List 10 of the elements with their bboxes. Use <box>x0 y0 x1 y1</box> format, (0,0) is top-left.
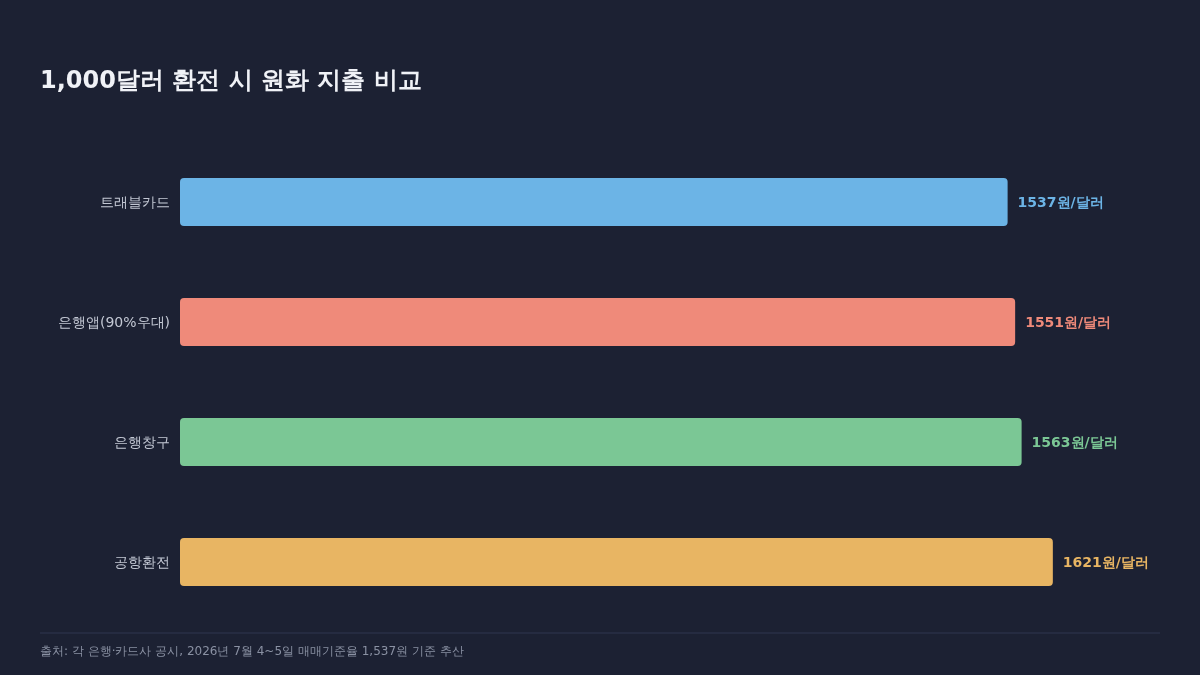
source-note: 출처: 각 은행·카드사 공시, 2026년 7월 4~5일 매매기준율 1,537원 기준 추산 <box>40 644 464 658</box>
y-tick-label: 트래블카드 <box>100 194 170 210</box>
y-tick-label: 은행앱(90%우대) <box>57 314 170 330</box>
data-label: 1537원/달러 <box>1017 194 1104 210</box>
data-label: 1621원/달러 <box>1062 554 1149 570</box>
data-label: 1563원/달러 <box>1031 434 1118 450</box>
y-tick-label: 공항환전 <box>114 554 170 570</box>
y-tick-label: 은행창구 <box>114 434 170 450</box>
data-label: 1551원/달러 <box>1025 314 1112 330</box>
chart-title: 1,000달러 환전 시 원화 지출 비교 <box>40 66 422 94</box>
